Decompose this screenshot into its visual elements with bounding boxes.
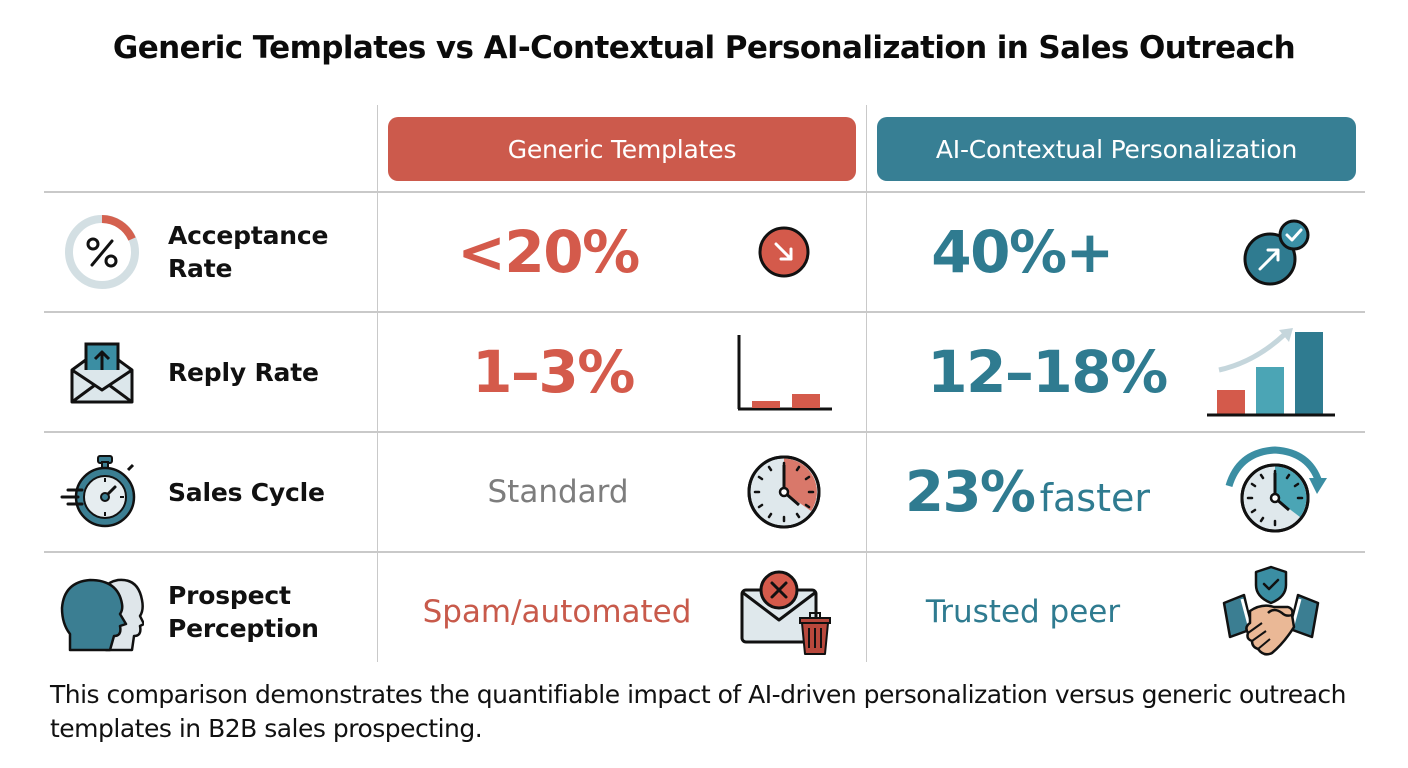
cell-generic-reply: 1–3%: [378, 312, 866, 432]
page-title: Generic Templates vs AI-Contextual Perso…: [112, 30, 1296, 66]
ai-acceptance-value: 40%+: [931, 218, 1114, 286]
metric-label-line: Prospect: [168, 581, 291, 610]
cell-generic-acceptance: <20%: [378, 192, 866, 312]
cell-ai-reply: 12–18%: [867, 312, 1365, 432]
email-reject-trash-icon: [734, 562, 838, 662]
generic-acceptance-value: <20%: [457, 218, 640, 286]
generic-sales-cycle-value: Standard: [487, 474, 629, 510]
growing-bar-chart-icon: [1205, 317, 1339, 427]
metric-label-line: Acceptance: [168, 221, 329, 250]
stopwatch-speed-icon: [60, 450, 144, 534]
cell-generic-perception: Spam/automated: [378, 552, 866, 672]
cell-generic-sales-cycle: Standard: [378, 432, 866, 552]
column-divider: [377, 105, 378, 662]
clock-icon: [744, 452, 824, 532]
ai-sales-cycle-text: faster: [1039, 475, 1151, 520]
column-header-generic-templates: Generic Templates: [388, 117, 856, 181]
row-label-reply-rate: Reply Rate: [44, 312, 377, 432]
metric-label-line: Perception: [168, 614, 319, 643]
percent-gauge-icon: [60, 210, 144, 294]
cell-ai-acceptance: 40%+: [867, 192, 1365, 312]
cell-ai-perception: Trusted peer: [867, 552, 1365, 672]
metric-label: Sales Cycle: [168, 477, 325, 507]
row-label-sales-cycle: Sales Cycle: [44, 432, 377, 552]
row-divider: [44, 191, 1365, 193]
row-label-acceptance-rate: Acceptance Rate: [44, 192, 377, 312]
handshake-shield-icon: [1221, 557, 1321, 667]
metric-label: Reply Rate: [168, 357, 319, 387]
ai-sales-cycle-value: 23% faster: [905, 460, 1195, 525]
clock-fast-forward-icon: [1222, 442, 1332, 542]
footer-description: This comparison demonstrates the quantif…: [50, 680, 1347, 743]
envelope-reply-icon: [60, 330, 144, 414]
trend-down-arrow-icon: [754, 222, 814, 282]
low-bar-chart-icon: [734, 322, 834, 422]
generic-perception-value: Spam/automated: [422, 594, 692, 630]
ai-reply-value: 12–18%: [927, 338, 1168, 406]
trend-up-check-icon: [1237, 212, 1317, 292]
two-heads-icon: [60, 570, 144, 654]
row-divider: [44, 431, 1365, 433]
column-header-ai-personalization: AI-Contextual Personalization: [877, 117, 1356, 181]
ai-sales-cycle-number: 23%: [905, 459, 1036, 525]
row-divider: [44, 551, 1365, 553]
column-divider: [866, 105, 867, 662]
metric-label-line: Rate: [168, 254, 233, 283]
row-label-prospect-perception: Prospect Perception: [44, 552, 377, 672]
generic-reply-value: 1–3%: [472, 338, 635, 406]
row-divider: [44, 311, 1365, 313]
cell-ai-sales-cycle: 23% faster: [867, 432, 1365, 552]
ai-perception-value: Trusted peer: [925, 594, 1121, 630]
